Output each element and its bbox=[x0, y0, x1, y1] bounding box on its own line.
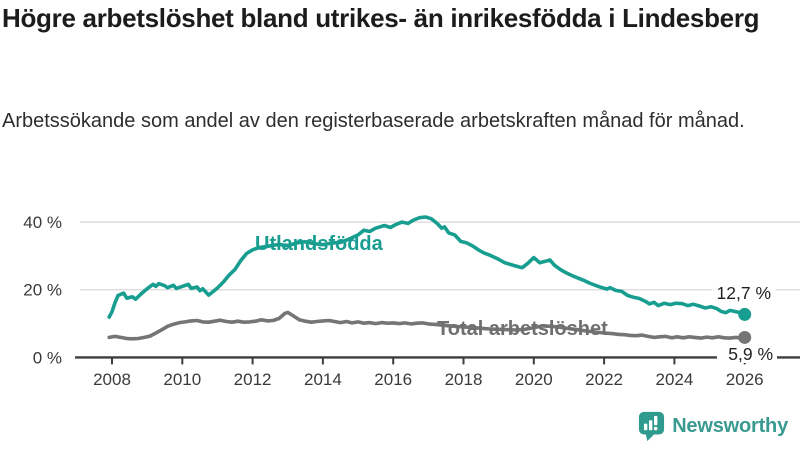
page-title: Högre arbetslöshet bland utrikes- än inr… bbox=[2, 3, 760, 33]
x-tick-label-2016: 2016 bbox=[374, 370, 412, 389]
end-label-backplate-1 bbox=[717, 346, 777, 363]
y-tick-label-0: 0 % bbox=[33, 348, 62, 367]
series-end-dot-1 bbox=[738, 330, 752, 344]
unemployment-chart: 2008 2010 2012 2014 2016 2018 2020 2022 2024 2026… bbox=[0, 190, 800, 400]
series-label-1: Total arbetslöshet bbox=[437, 318, 608, 340]
x-tick-label-2024: 2024 bbox=[655, 370, 693, 389]
brand-name: Newsworthy bbox=[672, 415, 788, 437]
line-chart-canvas: 2008 2010 2012 2014 2016 2018 2020 2022 2024 2026… bbox=[23, 213, 800, 389]
series-end-value-0: 12,7 % bbox=[717, 283, 771, 303]
x-tick-label-2022: 2022 bbox=[585, 370, 623, 389]
x-tick-label-2008: 2008 bbox=[93, 370, 131, 389]
bar-chart-speech-bubble-icon bbox=[638, 411, 665, 442]
x-tick-label-2012: 2012 bbox=[234, 370, 272, 389]
x-tick-label-2020: 2020 bbox=[515, 370, 553, 389]
end-label-backplate-0 bbox=[712, 283, 776, 301]
chart-subtitle: Arbetssökande som andel av den registerb… bbox=[2, 110, 745, 132]
series-line-1 bbox=[107, 310, 747, 341]
newsworthy-logo[interactable]: Newsworthy bbox=[638, 411, 788, 442]
x-tick-label-2026: 2026 bbox=[726, 370, 764, 389]
x-tick-label-2014: 2014 bbox=[304, 370, 342, 389]
series-end-value-1: 5,9 % bbox=[728, 344, 773, 364]
series-line-0 bbox=[107, 215, 747, 319]
series-end-dot-0 bbox=[738, 307, 752, 321]
y-tick-label-20: 20 % bbox=[23, 281, 62, 300]
x-tick-label-2018: 2018 bbox=[445, 370, 483, 389]
y-tick-label-40: 40 % bbox=[23, 213, 62, 232]
series-label-0: Utlandsfödda bbox=[255, 233, 384, 255]
x-tick-label-2010: 2010 bbox=[163, 370, 201, 389]
